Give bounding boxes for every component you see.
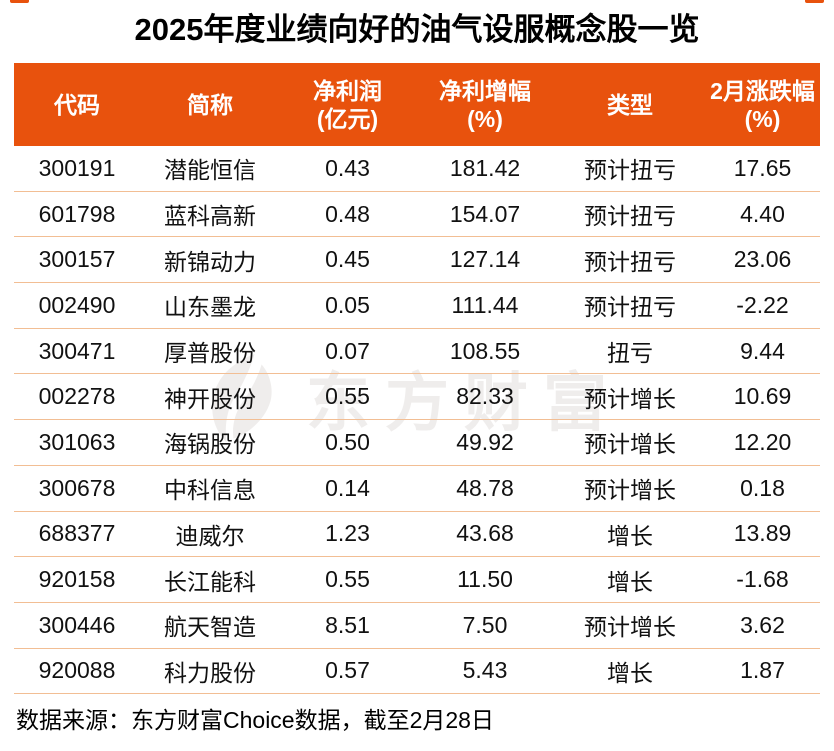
cell-name: 潜能恒信 bbox=[164, 157, 256, 184]
cell-type: 预计扭亏 bbox=[584, 294, 676, 321]
cell-code: 002278 bbox=[38, 383, 116, 410]
cell-type: 预计增长 bbox=[584, 477, 676, 504]
header-profit-growth: 净利增幅 (%) bbox=[439, 77, 531, 132]
cell-feb-change: 3.62 bbox=[740, 611, 785, 638]
cell-net-profit: 0.55 bbox=[325, 566, 370, 593]
cell-profit-growth: 5.43 bbox=[462, 657, 508, 684]
cell-profit-growth: 7.50 bbox=[462, 611, 508, 638]
cell-net-profit: 8.51 bbox=[325, 611, 370, 638]
cell-type: 预计扭亏 bbox=[584, 203, 676, 230]
header-code: 代码 bbox=[54, 91, 100, 118]
cell-code: 300678 bbox=[38, 474, 116, 501]
header-name: 简称 bbox=[187, 91, 233, 118]
cell-feb-change: 10.69 bbox=[733, 383, 792, 410]
cell-net-profit: 0.50 bbox=[325, 428, 370, 455]
cell-code: 688377 bbox=[38, 520, 116, 547]
cell-type: 增长 bbox=[607, 522, 653, 549]
cell-type: 预计扭亏 bbox=[584, 248, 676, 275]
header-net-profit: 净利润 (亿元) bbox=[313, 77, 382, 132]
frame-corner-left bbox=[10, 0, 29, 3]
cell-feb-change: -2.22 bbox=[736, 291, 789, 318]
table-row: 300446 航天智造 8.51 7.50 预计增长 3.62 bbox=[14, 603, 820, 649]
cell-code: 300191 bbox=[38, 154, 116, 181]
cell-type: 增长 bbox=[607, 659, 653, 686]
cell-feb-change: 9.44 bbox=[740, 337, 785, 364]
table-row: 301063 海锅股份 0.50 49.92 预计增长 12.20 bbox=[14, 420, 820, 466]
table-row: 920158 长江能科 0.55 11.50 增长 -1.68 bbox=[14, 557, 820, 603]
cell-profit-growth: 43.68 bbox=[456, 520, 514, 547]
table-row: 601798 蓝科高新 0.48 154.07 预计扭亏 4.40 bbox=[14, 192, 820, 238]
cell-net-profit: 0.43 bbox=[325, 154, 370, 181]
source-note: 数据来源：东方财富Choice数据，截至2月28日 bbox=[16, 707, 494, 733]
cell-name: 迪威尔 bbox=[175, 522, 245, 549]
table-row: 920088 科力股份 0.57 5.43 增长 1.87 bbox=[14, 649, 820, 695]
cell-feb-change: 12.20 bbox=[733, 428, 792, 455]
cell-net-profit: 0.57 bbox=[325, 657, 370, 684]
frame-corner-right bbox=[805, 0, 824, 3]
cell-code: 920088 bbox=[38, 657, 116, 684]
cell-feb-change: 0.18 bbox=[740, 474, 785, 501]
cell-feb-change: 23.06 bbox=[733, 246, 792, 273]
cell-code: 300157 bbox=[38, 246, 116, 273]
table-header-row: 代码 简称 净利润 (亿元) 净利增幅 (%) 类型 2月涨跌幅 (%) bbox=[14, 63, 820, 146]
table-row: 300471 厚普股份 0.07 108.55 扭亏 9.44 bbox=[14, 329, 820, 375]
cell-code: 300446 bbox=[38, 611, 116, 638]
table-row: 300157 新锦动力 0.45 127.14 预计扭亏 23.06 bbox=[14, 237, 820, 284]
cell-name: 神开股份 bbox=[164, 385, 256, 412]
cell-profit-growth: 49.92 bbox=[456, 428, 514, 455]
cell-type: 预计扭亏 bbox=[584, 157, 676, 184]
cell-profit-growth: 108.55 bbox=[449, 337, 521, 364]
header-feb-change: 2月涨跌幅 (%) bbox=[710, 77, 815, 132]
cell-profit-growth: 127.14 bbox=[449, 246, 521, 273]
table-row: 300191 潜能恒信 0.43 181.42 预计扭亏 17.65 bbox=[14, 146, 820, 192]
cell-net-profit: 0.55 bbox=[325, 383, 370, 410]
cell-type: 扭亏 bbox=[607, 340, 653, 367]
cell-name: 山东墨龙 bbox=[164, 294, 256, 321]
cell-profit-growth: 48.78 bbox=[456, 474, 514, 501]
cell-type: 增长 bbox=[607, 568, 653, 595]
header-type: 类型 bbox=[607, 91, 653, 118]
cell-code: 601798 bbox=[38, 200, 116, 227]
cell-net-profit: 0.07 bbox=[325, 337, 370, 364]
cell-net-profit: 0.45 bbox=[325, 246, 370, 273]
cell-profit-growth: 111.44 bbox=[451, 291, 519, 318]
cell-name: 科力股份 bbox=[164, 659, 256, 686]
cell-name: 厚普股份 bbox=[164, 340, 256, 367]
cell-profit-growth: 154.07 bbox=[449, 200, 521, 227]
table-row: 300678 中科信息 0.14 48.78 预计增长 0.18 bbox=[14, 466, 820, 512]
cell-net-profit: 0.05 bbox=[325, 291, 370, 318]
cell-feb-change: -1.68 bbox=[736, 566, 789, 593]
cell-name: 蓝科高新 bbox=[164, 203, 256, 230]
cell-profit-growth: 11.50 bbox=[457, 566, 513, 593]
cell-type: 预计增长 bbox=[584, 614, 676, 641]
cell-name: 中科信息 bbox=[164, 477, 256, 504]
cell-feb-change: 13.89 bbox=[733, 520, 792, 547]
cell-code: 300471 bbox=[38, 337, 116, 364]
cell-code: 920158 bbox=[38, 566, 116, 593]
cell-code: 002490 bbox=[38, 291, 116, 318]
cell-feb-change: 1.87 bbox=[740, 657, 785, 684]
stock-table: 代码 简称 净利润 (亿元) 净利增幅 (%) 类型 2月涨跌幅 (%) 300… bbox=[14, 63, 820, 695]
page-title: 2025年度业绩向好的油气设服概念股一览 bbox=[134, 12, 700, 47]
cell-name: 新锦动力 bbox=[164, 248, 256, 275]
cell-net-profit: 0.48 bbox=[325, 200, 370, 227]
cell-feb-change: 4.40 bbox=[740, 200, 785, 227]
cell-feb-change: 17.65 bbox=[733, 154, 792, 181]
cell-net-profit: 1.23 bbox=[325, 520, 370, 547]
cell-code: 301063 bbox=[38, 428, 116, 455]
cell-name: 海锅股份 bbox=[164, 431, 256, 458]
cell-name: 航天智造 bbox=[164, 614, 256, 641]
cell-type: 预计增长 bbox=[584, 431, 676, 458]
table-row: 002278 神开股份 0.55 82.33 预计增长 10.69 bbox=[14, 374, 820, 421]
table-row: 688377 迪威尔 1.23 43.68 增长 13.89 bbox=[14, 512, 820, 558]
cell-profit-growth: 181.42 bbox=[449, 154, 521, 181]
cell-net-profit: 0.14 bbox=[325, 474, 370, 501]
table-row: 002490 山东墨龙 0.05 111.44 预计扭亏 -2.22 bbox=[14, 283, 820, 329]
cell-type: 预计增长 bbox=[584, 385, 676, 412]
cell-name: 长江能科 bbox=[164, 568, 256, 595]
cell-profit-growth: 82.33 bbox=[456, 383, 514, 410]
